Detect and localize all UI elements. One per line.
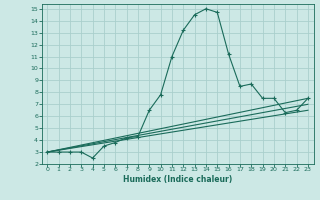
X-axis label: Humidex (Indice chaleur): Humidex (Indice chaleur) <box>123 175 232 184</box>
